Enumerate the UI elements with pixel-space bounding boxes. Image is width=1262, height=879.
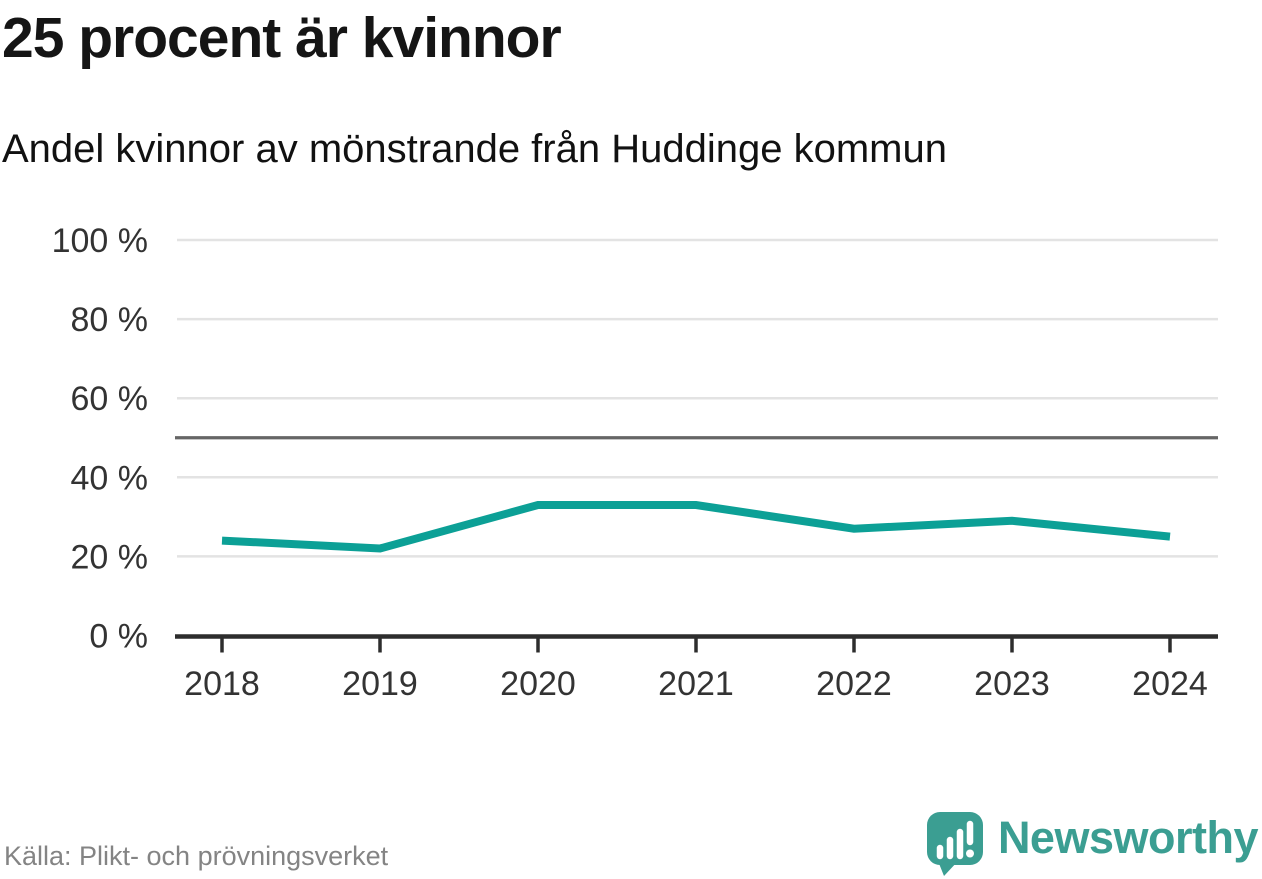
x-axis-label: 2022: [816, 665, 892, 703]
newsworthy-logo: Newsworthy: [925, 811, 1259, 877]
bar-chart-glyph: [936, 820, 974, 860]
newsworthy-logo-icon: [926, 812, 983, 876]
y-axis-label: 20 %: [71, 538, 149, 576]
x-axis-label: 2018: [184, 665, 260, 703]
exclamation-dot: [965, 849, 974, 858]
y-axis-label: 60 %: [71, 380, 149, 418]
y-axis-label: 0 %: [89, 618, 148, 656]
chart-subtitle: Andel kvinnor av mönstrande från Hudding…: [2, 126, 947, 171]
y-axis-label: 40 %: [71, 459, 149, 497]
x-axis-label: 2019: [342, 665, 418, 703]
y-axis-label: 100 %: [52, 222, 148, 260]
x-axis-label: 2021: [658, 665, 734, 703]
chart-header: 25 procent är kvinnor Andel kvinnor av m…: [0, 0, 1262, 172]
x-axis-label: 2020: [500, 665, 576, 703]
x-axis-label: 2023: [974, 665, 1050, 703]
y-axis-label: 80 %: [71, 301, 149, 339]
source-note: Källa: Plikt- och prövningsverket: [4, 841, 389, 871]
newsworthy-wordmark: Newsworthy: [997, 811, 1259, 863]
speech-bubble-tail: [937, 861, 958, 876]
x-axis-label: 2024: [1132, 665, 1208, 703]
chart-title: 25 procent är kvinnor: [2, 6, 562, 70]
data-line: [221, 500, 1171, 553]
